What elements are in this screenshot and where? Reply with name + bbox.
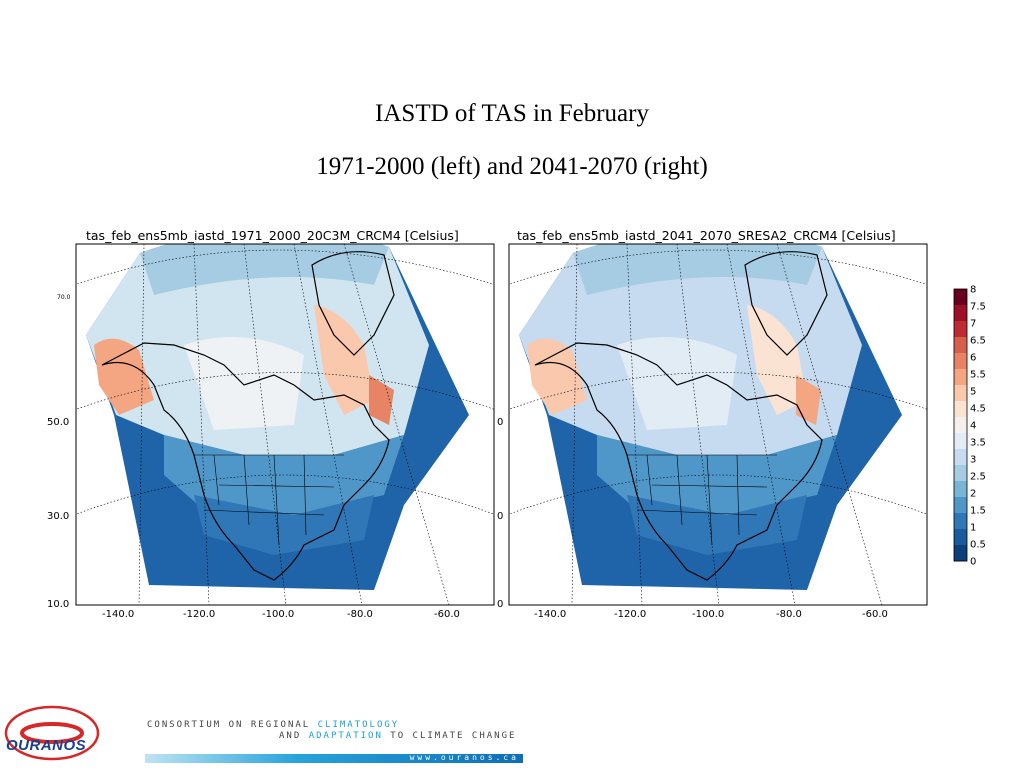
colorbar-swatch (954, 353, 967, 370)
colorbar-tick-label: 0 (970, 557, 976, 568)
lon-tick--80: -80.0 (347, 609, 373, 620)
lon-tick--100: -100.0 (262, 609, 294, 620)
lon-tick--60: -60.0 (862, 609, 888, 620)
colorbar-swatch (954, 289, 967, 306)
coastline (534, 342, 823, 581)
colorbar-tick-label: 2 (970, 489, 976, 500)
colorbar-tick-label: 0.5 (970, 540, 986, 551)
colorbar-swatch (954, 465, 967, 482)
colorbar-swatch (954, 513, 967, 530)
lat-tick-30-partial: 0 (497, 511, 503, 522)
colorbar-tick-label: 4.5 (970, 404, 986, 415)
field-warm-alaska (94, 338, 154, 415)
lon-tick--140: -140.0 (102, 609, 134, 620)
footer-url[interactable]: www.ouranos.ca (409, 753, 519, 762)
borders (194, 454, 344, 546)
field-warm-labrador (796, 375, 821, 425)
lat-tick-30: 30.0 (47, 511, 69, 522)
colorbar-tick-label: 6.5 (970, 336, 986, 347)
lat-tick-10-partial: 0 (497, 599, 503, 610)
colorbar-tick-label: 1 (970, 523, 976, 534)
coastline (101, 342, 390, 581)
colorbar-swatch (954, 369, 967, 386)
map-panel-2041-2070: 0 0 0 -140.0 -120.0 -100.0 -80.0 -60.0 t… (496, 225, 932, 620)
field-band-2 (194, 495, 374, 555)
map-label-right: tas_feb_ens5mb_iastd_2041_2070_SRESA2_CR… (517, 228, 896, 243)
lon-tick--100: -100.0 (692, 609, 724, 620)
lon-tick--120: -120.0 (183, 609, 215, 620)
map-figure-right: 0 0 0 -140.0 -120.0 -100.0 -80.0 -60.0 (497, 243, 928, 620)
colorbar-swatch (954, 401, 967, 418)
field-band-2 (627, 495, 807, 555)
greenland-outline (744, 251, 828, 356)
footer-bar: www.ouranos.ca (145, 753, 523, 763)
field-warm-alaska (527, 338, 587, 415)
colorbar-tick-label: 4 (970, 421, 976, 432)
graticule (76, 244, 494, 605)
colorbar-swatch (954, 385, 967, 402)
lat-tick-50: 50.0 (47, 417, 69, 428)
colorbar-swatch (954, 545, 967, 562)
footer-tagline-2: AND ADAPTATION TO CLIMATE CHANGE (279, 731, 517, 741)
borders (627, 454, 777, 546)
colorbar-tick-label: 8 (970, 285, 976, 296)
lat-tick-10: 10.0 (47, 599, 69, 610)
colorbar-swatch (954, 321, 967, 338)
field-arctic-top (140, 244, 389, 295)
colorbar-legend: 8 7.5 7 6.5 6 5.5 5 4.5 4 3.5 3 2.5 2 1.5 1 0.5 0 (950, 285, 1000, 570)
colorbar-tick-label: 6 (970, 353, 976, 364)
footer-tagline-1: CONSORTIUM ON REGIONAL CLIMATOLOGY (147, 720, 400, 730)
footer: OURANOS CONSORTIUM ON REGIONAL CLIMATOLO… (0, 700, 1024, 768)
lon-tick--60: -60.0 (434, 609, 460, 620)
lat-tick-70: 70.0 (57, 294, 71, 301)
field-warm-baffin (747, 305, 807, 415)
map-figure-left: 70.0 50.0 30.0 10.0 -140.0 -120.0 -100.0… (47, 243, 495, 620)
colorbar-svg: 8 7.5 7 6.5 6 5.5 5 4.5 4 3.5 3 2.5 2 1.5 1 0.5 0 (953, 285, 986, 568)
colorbar-swatch (954, 433, 967, 450)
slide-subtitle: 1971-2000 (left) and 2041-2070 (right) (316, 153, 708, 180)
lon-tick--80: -80.0 (776, 609, 802, 620)
colorbar-frame (953, 288, 968, 562)
colorbar-swatch (954, 481, 967, 498)
greenland-outline (311, 251, 395, 356)
colorbar-tick-label: 1.5 (970, 506, 986, 517)
colorbar-tick-label: 2.5 (970, 472, 986, 483)
colorbar-tick-label: 5.5 (970, 370, 986, 381)
colorbar-tick-label: 3 (970, 455, 976, 466)
field-warm-labrador (369, 375, 394, 425)
lon-tick--140: -140.0 (534, 609, 566, 620)
colorbar-swatch (954, 337, 967, 354)
map-label-left: tas_feb_ens5mb_iastd_1971_2000_20C3M_CRC… (86, 228, 459, 243)
map-panel-1971-2000: 70.0 50.0 30.0 10.0 -140.0 -120.0 -100.0… (44, 225, 496, 620)
colorbar-tick-label: 7.5 (970, 302, 986, 313)
field-arctic-top (573, 244, 822, 295)
colorbar-tick-label: 7 (970, 319, 976, 330)
ouranos-logo: OURANOS (6, 737, 87, 754)
lon-tick--120: -120.0 (614, 609, 646, 620)
colorbar-swatch (954, 417, 967, 434)
colorbar-swatch (954, 529, 967, 546)
colorbar-swatch (954, 305, 967, 322)
colorbar-tick-label: 5 (970, 387, 976, 398)
colorbar-tick-label: 3.5 (970, 438, 986, 449)
graticule (509, 244, 927, 605)
slide-title: IASTD of TAS in February (375, 100, 649, 127)
colorbar-swatch (954, 497, 967, 514)
lat-tick-50-partial: 0 (497, 417, 503, 428)
ouranos-logo-swirl (4, 705, 100, 761)
colorbar-swatch (954, 449, 967, 466)
field-warm-baffin (314, 305, 374, 415)
